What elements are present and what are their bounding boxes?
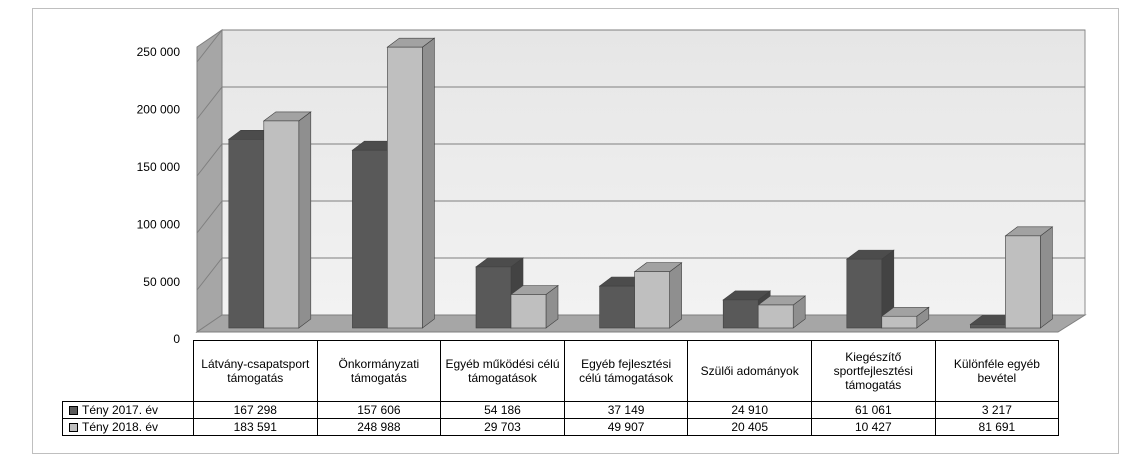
- bar: [386, 37, 436, 329]
- bar-front: [881, 315, 918, 329]
- bar: [510, 284, 559, 329]
- value-label: 20 405: [687, 418, 812, 436]
- bar: [475, 257, 524, 329]
- bar-front: [510, 294, 547, 329]
- bar-side: [422, 37, 435, 329]
- value-label: 10 427: [811, 418, 936, 436]
- bar: [757, 295, 807, 329]
- bar-front: [387, 46, 423, 329]
- value-label: 81 691: [934, 418, 1060, 436]
- bar-front: [970, 324, 1006, 329]
- category-label: Különféle egyéb bevétel: [934, 340, 1060, 402]
- bar-front: [757, 304, 794, 329]
- bar-side: [1040, 226, 1053, 329]
- value-label: 167 298: [193, 401, 318, 419]
- grid-line: [196, 143, 1085, 177]
- category-label: Kiegészítő sportfejlesztési támogatás: [811, 340, 936, 402]
- value-label: 157 606: [316, 401, 442, 419]
- bar-front: [722, 299, 759, 329]
- y-tick-label: 150 000: [137, 160, 181, 174]
- chart-frame: [32, 8, 1119, 454]
- legend-entry: Tény 2018. év: [62, 418, 194, 436]
- y-tick-label: 0: [173, 332, 180, 346]
- category-label: Szülői adományok: [687, 340, 812, 402]
- value-label: 183 591: [193, 418, 318, 436]
- category-label: Önkormányzati támogatás: [316, 340, 442, 402]
- legend-swatch: [69, 422, 78, 432]
- legend-label: Tény 2018. év: [82, 420, 159, 434]
- value-label: 248 988: [316, 418, 442, 436]
- grid-line: [196, 29, 1085, 63]
- bar-front: [634, 271, 670, 329]
- value-label: 3 217: [934, 401, 1060, 419]
- category-label: Egyéb fejlesztési célú támogatások: [563, 340, 689, 402]
- grid-line: [196, 200, 1085, 234]
- bar-front: [846, 258, 883, 329]
- bar: [1004, 226, 1054, 329]
- bar-front: [475, 266, 512, 329]
- legend-entry: Tény 2017. év: [62, 401, 194, 419]
- legend-swatch: [69, 405, 78, 415]
- bar: [633, 262, 683, 329]
- y-tick-label: 200 000: [137, 103, 181, 117]
- bar-front: [228, 138, 265, 329]
- category-label: Egyéb működési célú támogatások: [440, 340, 565, 402]
- bar-front: [599, 285, 635, 329]
- y-tick-label: 50 000: [143, 275, 180, 289]
- bar: [880, 306, 930, 329]
- side-wall: [196, 29, 223, 333]
- grid-line: [196, 86, 1085, 120]
- value-label: 37 149: [563, 401, 689, 419]
- value-label: 24 910: [687, 401, 812, 419]
- y-tick-label: 250 000: [137, 45, 181, 59]
- category-label: Látvány-csapatsport támogatás: [193, 340, 318, 402]
- legend-label: Tény 2017. év: [82, 403, 159, 417]
- y-tick-label: 100 000: [137, 217, 181, 231]
- value-label: 49 907: [563, 418, 689, 436]
- grid-line: [196, 257, 1085, 291]
- bar-front: [1005, 235, 1041, 329]
- bar: [845, 249, 895, 329]
- value-label: 61 061: [811, 401, 936, 419]
- value-label: 54 186: [440, 401, 565, 419]
- bar-front: [352, 149, 388, 329]
- bar: [262, 111, 312, 329]
- value-label: 29 703: [440, 418, 565, 436]
- bar-side: [298, 111, 312, 329]
- bar-side: [669, 262, 682, 329]
- bar-front: [263, 120, 300, 329]
